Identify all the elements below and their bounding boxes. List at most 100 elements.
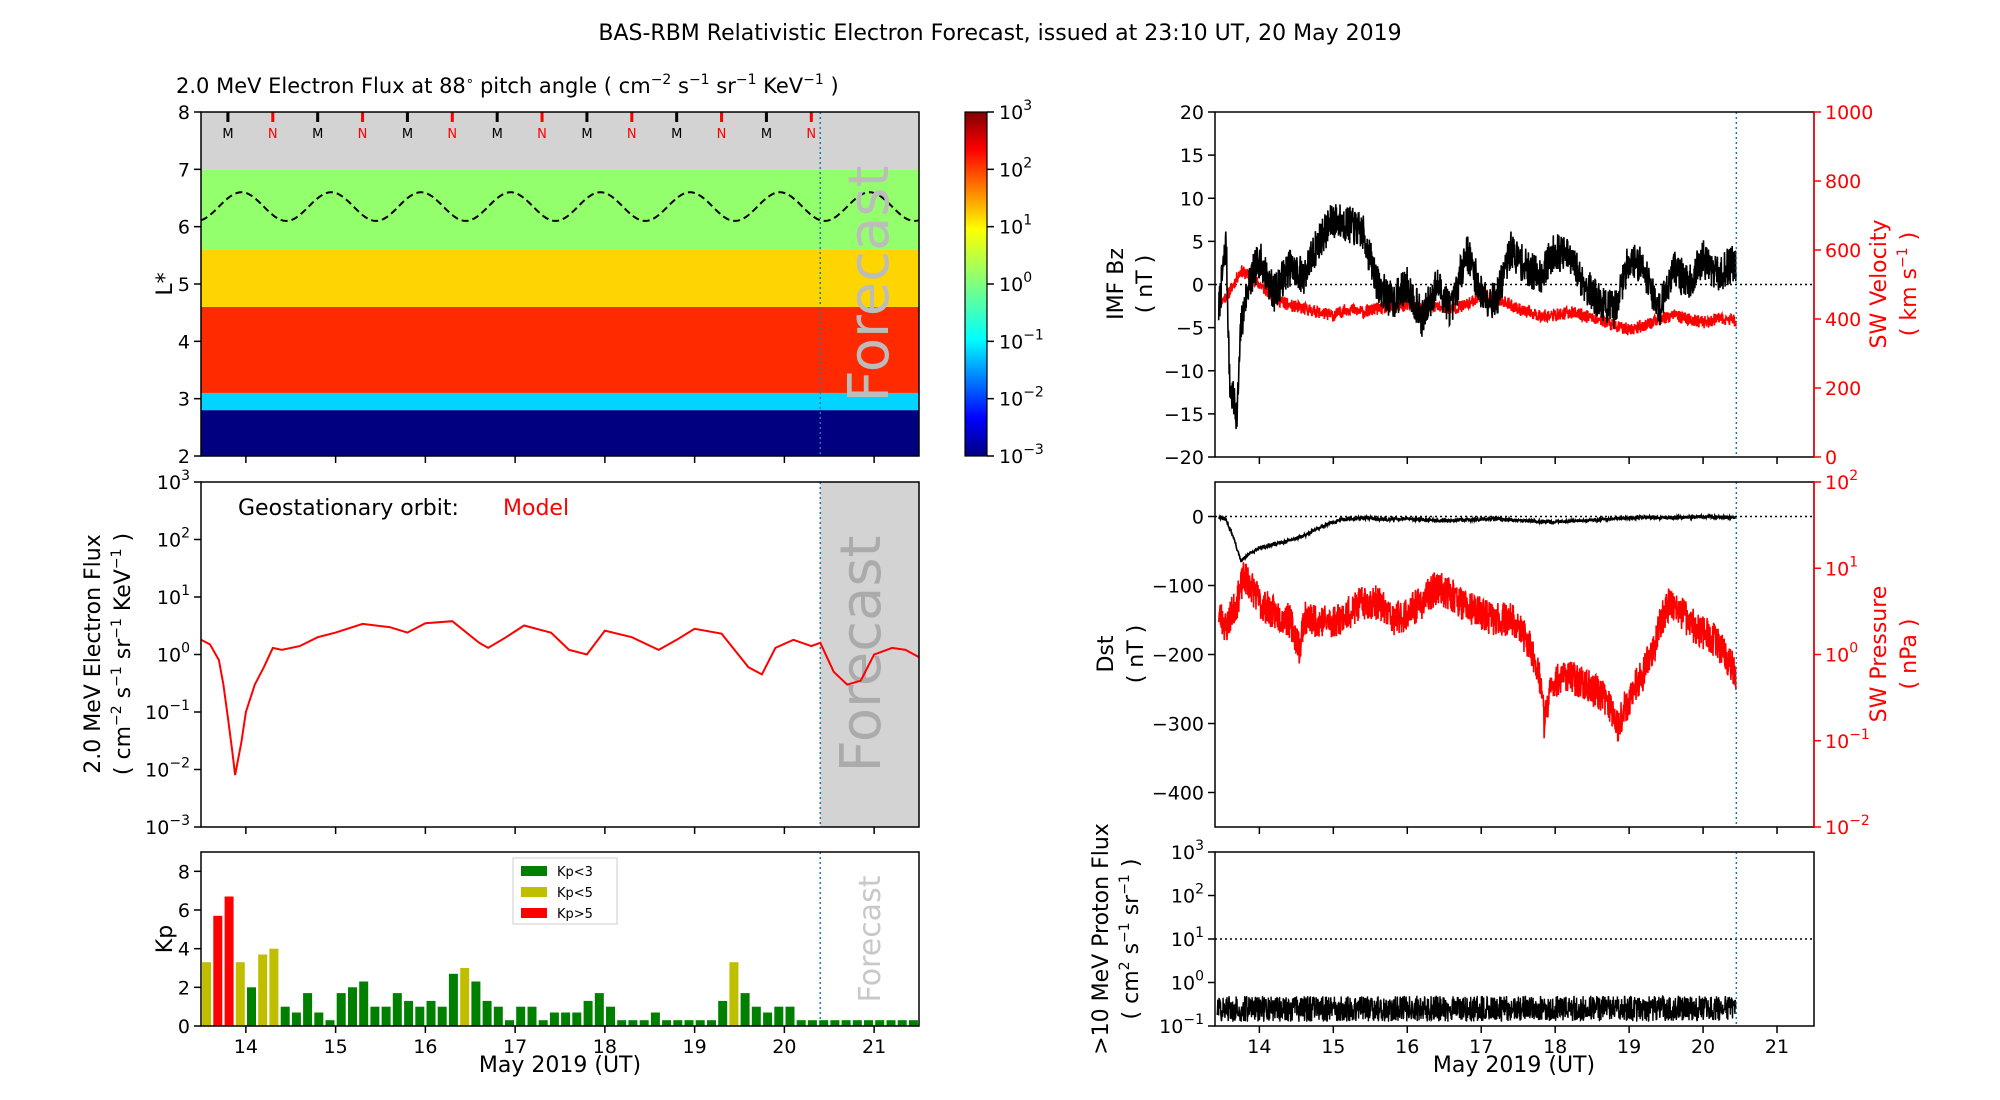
kp-ytick-label-2: 4 [178,939,190,961]
imf-bz-ylabel-units: ( nT ) [1133,255,1158,314]
kp-bar-0 [202,962,212,1026]
orbit-marker-label-12: M [761,127,772,142]
kp-ytick-label-3: 6 [178,900,190,922]
kp-bar-24 [471,981,481,1026]
dst-ytick-label-3: −100 [1152,576,1204,598]
kp-panel: Forecast Kp 0 2 4 6 8 14 15 16 17 18 19 20 21 May 20… [153,851,920,1078]
l-star-heatmap-panel: 2.0 MeV Electron Flux at 88∘ pitch angle … [153,72,920,468]
proton-ytick-label-1: 102 [1171,882,1204,908]
kp-legend: Kp<3 Kp<5 Kp>5 [512,857,618,925]
kp-ticks: 0 2 4 6 8 14 15 16 17 18 19 20 21 [178,861,886,1058]
colorbar-tick-label-1: 102 [999,155,1032,181]
proton-ytick-label-4: 10−1 [1159,1012,1204,1038]
proton-flux-ylabel: >10 MeV Proton Flux [1089,823,1114,1055]
geo-annotation-model: Model [503,496,569,521]
proton-ytick-label-3: 100 [1171,969,1204,995]
orbit-marker-label-1: N [268,127,278,142]
heatmap-ytick-label-5: 7 [178,159,190,181]
kp-bar-30 [538,1020,548,1026]
kp-forecast-label: Forecast [853,875,888,1002]
heatmap-band-3 [201,249,919,307]
heatmap-ylabel: L* [153,272,178,295]
imf-bz-ytick-label-6: 10 [1180,188,1204,210]
heatmap-ytick-label-1: 3 [178,389,190,411]
kp-bar-37 [617,1020,627,1026]
imf-bz-content [1215,112,1814,457]
geo-ytick-label-4: 10−1 [145,698,190,724]
kp-bar-47 [729,962,739,1026]
proton-xtick-label-4: 18 [1543,1036,1567,1058]
proton-xtick-label-2: 16 [1395,1036,1419,1058]
kp-ytick-label-4: 8 [178,861,190,883]
kp-xtick-label-6: 20 [772,1036,796,1058]
imf-bz-ytick-label-7: 15 [1180,145,1204,167]
kp-bar-19 [415,1006,425,1026]
imf-bz-ylabel: IMF Bz [1104,248,1129,320]
proton-flux-xlabel: May 2019 (UT) [1433,1053,1595,1078]
proton-flux-line [1216,994,1737,1023]
heatmap-flux-bands [201,112,919,456]
proton-flux-panel: >10 MeV Proton Flux ( cm2 s−1 sr−1 ) 103… [1089,823,1815,1078]
imf-bz-ytick-label-5: 5 [1192,231,1204,253]
kp-bar-34 [583,1000,593,1026]
kp-bar-54 [807,1020,817,1026]
proton-ytick-label-0: 103 [1171,838,1204,864]
colorbar-tick-label-4: 10−1 [999,327,1044,353]
kp-bar-58 [852,1020,862,1026]
geo-forecast-label: Forecast [829,536,894,773]
dst-content [1215,482,1814,827]
dst-ytick-label-0: −400 [1152,783,1204,805]
kp-ylabel: Kp [153,925,178,953]
colorbar-tick-label-6: 10−3 [999,442,1044,468]
kp-bar-35 [594,993,604,1026]
kp-content: Forecast [202,852,918,1026]
heatmap-title: 2.0 MeV Electron Flux at 88∘ pitch angle … [176,72,839,98]
sw-pressure-ytick-label-2: 100 [1825,641,1858,667]
orbit-marker-label-10: M [671,127,682,142]
kp-bar-44 [695,1020,705,1026]
kp-ytick-label-1: 2 [178,977,190,999]
kp-bar-2 [224,896,234,1026]
sw-pressure-ylabel-units: ( nPa ) [1897,619,1922,690]
kp-bar-49 [751,1006,761,1026]
geo-flux-panel: Forecast Geostationary orbit: Model 2.0 … [81,468,920,839]
proton-flux-ylabel-units: ( cm2 s−1 sr−1 ) [1117,859,1144,1020]
colorbar-tick-label-5: 10−2 [999,385,1044,411]
dst-line [1217,512,1737,563]
geo-flux-ylabel-units: ( cm−2 s−1 sr−1 KeV−1 ) [109,533,136,775]
kp-bar-3 [235,962,245,1026]
proton-xtick-label-1: 15 [1321,1036,1345,1058]
heatmap-band-4 [201,169,919,250]
kp-legend-swatch-high [521,908,547,918]
kp-bar-28 [516,1006,526,1026]
imf-bz-line [1217,204,1737,430]
sw-velocity-ytick-label-1: 200 [1825,378,1861,400]
heatmap-orbit-strip [201,112,919,170]
kp-bar-59 [864,1020,873,1026]
geo-forecast-band [820,482,919,827]
orbit-marker-label-8: M [581,127,592,142]
kp-bar-20 [426,1000,436,1026]
sw-velocity-ytick-label-4: 800 [1825,171,1861,193]
kp-bar-10 [314,1012,324,1026]
proton-xtick-label-5: 19 [1617,1036,1641,1058]
kp-xtick-label-2: 16 [413,1036,437,1058]
sw-velocity-ytick-label-3: 600 [1825,240,1861,262]
kp-bar-63 [908,1020,918,1026]
sw-pressure-line [1217,562,1737,742]
imf-bz-ytick-label-3: −5 [1176,318,1204,340]
sw-velocity-line [1217,265,1737,336]
orbit-marker-label-6: M [492,127,503,142]
sw-pressure-ytick-label-3: 10−1 [1825,727,1870,753]
kp-bar-27 [505,1020,514,1026]
kp-legend-swatch-mid [521,887,547,897]
imf-bz-ytick-label-4: 0 [1192,275,1204,297]
kp-bar-15 [370,1006,380,1026]
kp-bar-22 [448,973,458,1026]
kp-bar-12 [336,993,346,1026]
kp-frame [200,851,920,1027]
kp-bar-52 [785,1006,795,1026]
colorbar-tick-label-3: 100 [999,270,1032,296]
geo-model-line [201,620,919,776]
dst-ylabel-units: ( nT ) [1124,625,1149,684]
